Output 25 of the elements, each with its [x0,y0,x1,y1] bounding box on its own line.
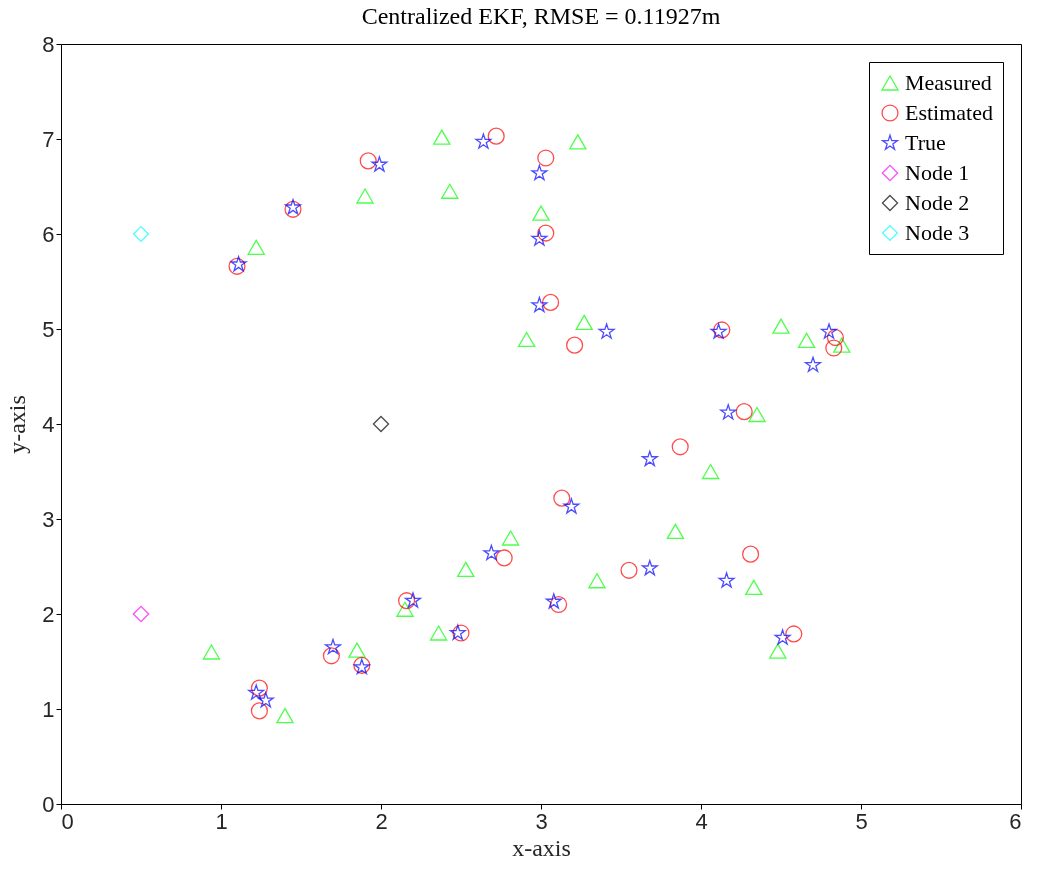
x-axis-title: x-axis [512,834,571,861]
x-tick-label: 6 [1009,808,1022,834]
x-tick-label: 4 [695,808,708,834]
legend-label: Measured [905,70,992,95]
x-tick-label: 5 [855,808,868,834]
y-tick-label: 5 [42,316,55,342]
x-tick-label: 1 [215,808,228,834]
y-axis-title: y-axis [4,395,31,454]
y-tick-label: 4 [42,411,55,437]
y-tick-label: 0 [42,791,55,817]
y-tick-label: 8 [42,31,55,57]
legend-label: Node 1 [905,160,970,185]
x-tick-label: 0 [61,808,74,834]
y-tick-label: 6 [42,221,55,247]
legend-label: Node 2 [905,190,970,215]
legend-label: True [905,130,946,155]
y-tick-label: 3 [42,506,55,532]
legend-label: Node 3 [905,220,970,245]
y-tick-label: 1 [42,696,55,722]
y-tick-label: 2 [42,601,55,627]
x-tick-label: 3 [535,808,548,834]
x-tick-label: 2 [375,808,388,834]
y-tick-label: 7 [42,126,55,152]
chart-title: Centralized EKF, RMSE = 0.11927m [361,3,721,29]
legend-label: Estimated [905,100,993,125]
